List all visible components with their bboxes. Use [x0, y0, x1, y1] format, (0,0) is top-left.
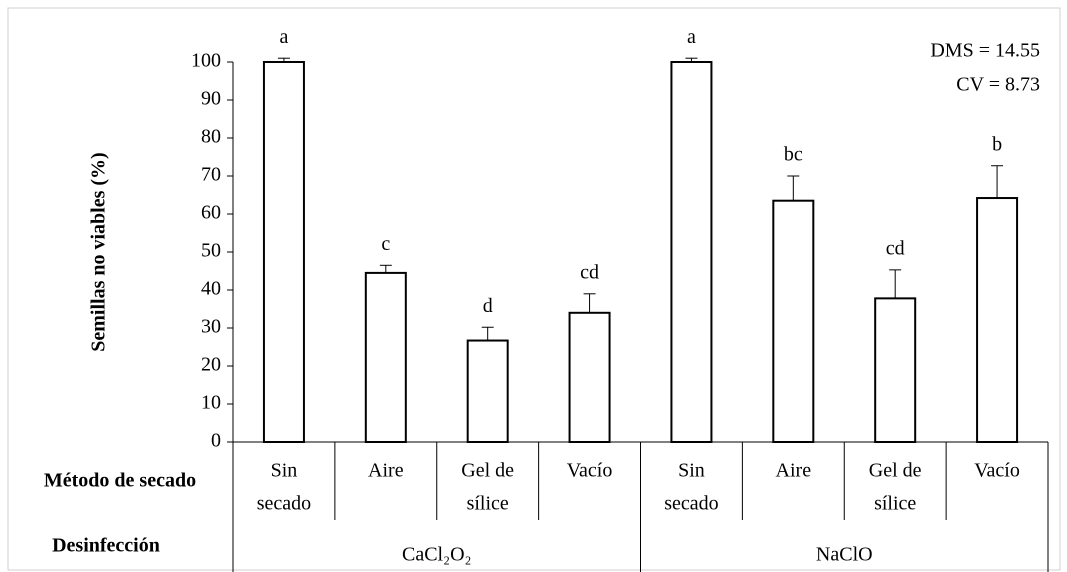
error-bar [583, 293, 596, 313]
group-label: NaClO [816, 544, 873, 566]
y-tick-label: 0 [211, 430, 221, 452]
y-tick-label: 80 [201, 126, 221, 148]
x-tick-label: Sin [271, 460, 298, 482]
x-tick-label: Vacío [567, 460, 613, 482]
significance-letter: b [992, 133, 1002, 155]
x-tick-label: secado [257, 493, 311, 515]
x-tick-label: Aire [368, 460, 404, 482]
y-tick-label: 20 [201, 354, 221, 376]
error-bar [379, 264, 392, 273]
y-tick-label: 50 [201, 240, 221, 262]
error-bar [481, 326, 494, 341]
significance-letter: c [381, 233, 390, 255]
y-tick-label: 40 [201, 278, 221, 300]
bar [262, 61, 305, 443]
bar [772, 199, 815, 443]
error-bar [787, 175, 800, 201]
significance-letter: bc [784, 144, 803, 166]
bar [568, 311, 611, 443]
bar [364, 271, 407, 443]
annotation: CV = 8.73 [956, 74, 1040, 96]
significance-letter: cd [886, 237, 905, 259]
bar [670, 61, 713, 443]
x-tick-label: Gel de [869, 460, 922, 482]
error-bar [277, 57, 290, 62]
error-bar [685, 57, 698, 62]
significance-letter: d [483, 295, 493, 317]
error-bar [991, 165, 1004, 199]
y-tick-label: 60 [201, 202, 221, 224]
significance-letter: a [687, 26, 696, 48]
row-label: Desinfección [52, 535, 160, 557]
bar [874, 297, 917, 443]
significance-letter: cd [580, 261, 599, 283]
y-axis-label: Semillas no viables (%) [88, 152, 110, 351]
x-tick-label: Vacío [974, 460, 1020, 482]
bar [976, 197, 1019, 443]
bar [466, 339, 509, 444]
row-label: Método de secado [44, 470, 196, 492]
error-bar [889, 269, 902, 299]
y-tick-label: 70 [201, 164, 221, 186]
y-tick-label: 30 [201, 316, 221, 338]
x-tick-label: secado [664, 493, 718, 515]
x-tick-label: sílice [874, 493, 916, 515]
x-tick-label: Gel de [461, 460, 514, 482]
y-tick-label: 10 [201, 392, 221, 414]
significance-letter: a [279, 26, 288, 48]
y-tick-label: 90 [201, 88, 221, 110]
y-tick-label: 100 [191, 50, 221, 72]
x-tick-label: Sin [678, 460, 705, 482]
x-tick-label: Aire [776, 460, 812, 482]
annotation: DMS = 14.55 [930, 40, 1040, 62]
group-label: CaCl₂O₂ [402, 544, 472, 566]
x-tick-label: sílice [467, 493, 509, 515]
frame [7, 7, 1061, 571]
